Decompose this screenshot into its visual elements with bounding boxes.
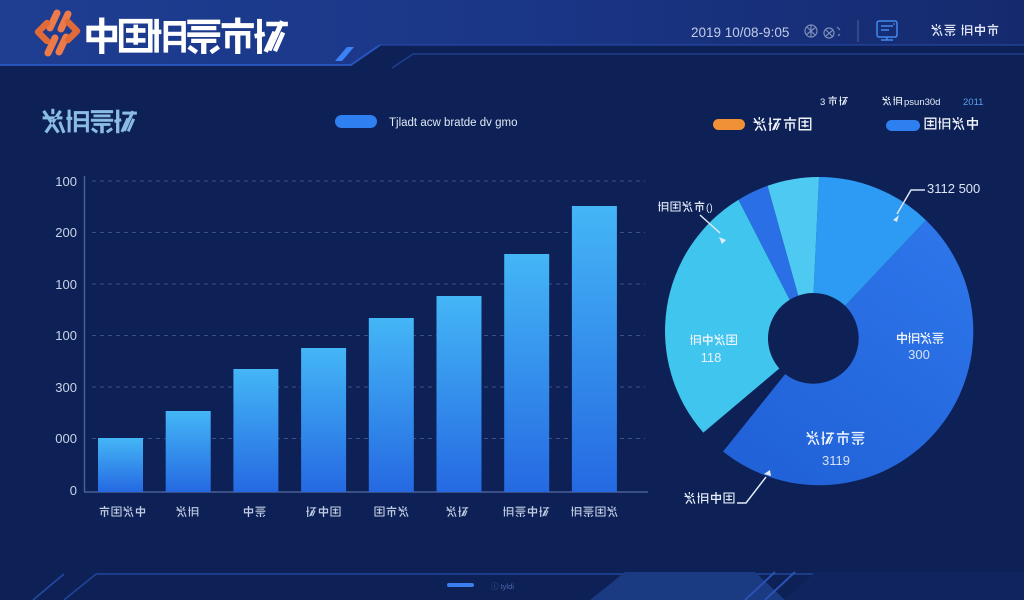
svg-text:100: 100 (55, 277, 77, 292)
svg-text:300: 300 (908, 347, 930, 362)
svg-text:3119: 3119 (822, 453, 850, 468)
svg-text:200: 200 (55, 225, 77, 240)
svg-text:(): () (706, 203, 713, 214)
svg-text:118: 118 (701, 350, 722, 365)
svg-text:000: 000 (55, 431, 77, 446)
svg-text:300: 300 (55, 380, 77, 395)
svg-text:psun30d: psun30d (904, 97, 940, 108)
svg-text:2011: 2011 (963, 97, 983, 108)
svg-text:3112 500: 3112 500 (927, 181, 980, 196)
svg-text:2019 10/08-9:05: 2019 10/08-9:05 (691, 25, 789, 40)
svg-text:Tjladt acw bratde dv gmo: Tjladt acw bratde dv gmo (389, 117, 517, 129)
svg-text:0: 0 (70, 483, 77, 498)
svg-text:100: 100 (55, 174, 77, 189)
svg-text:100: 100 (55, 328, 77, 343)
svg-text:ⓘ tyldi: ⓘ tyldi (491, 582, 514, 591)
svg-text:3: 3 (820, 97, 825, 108)
